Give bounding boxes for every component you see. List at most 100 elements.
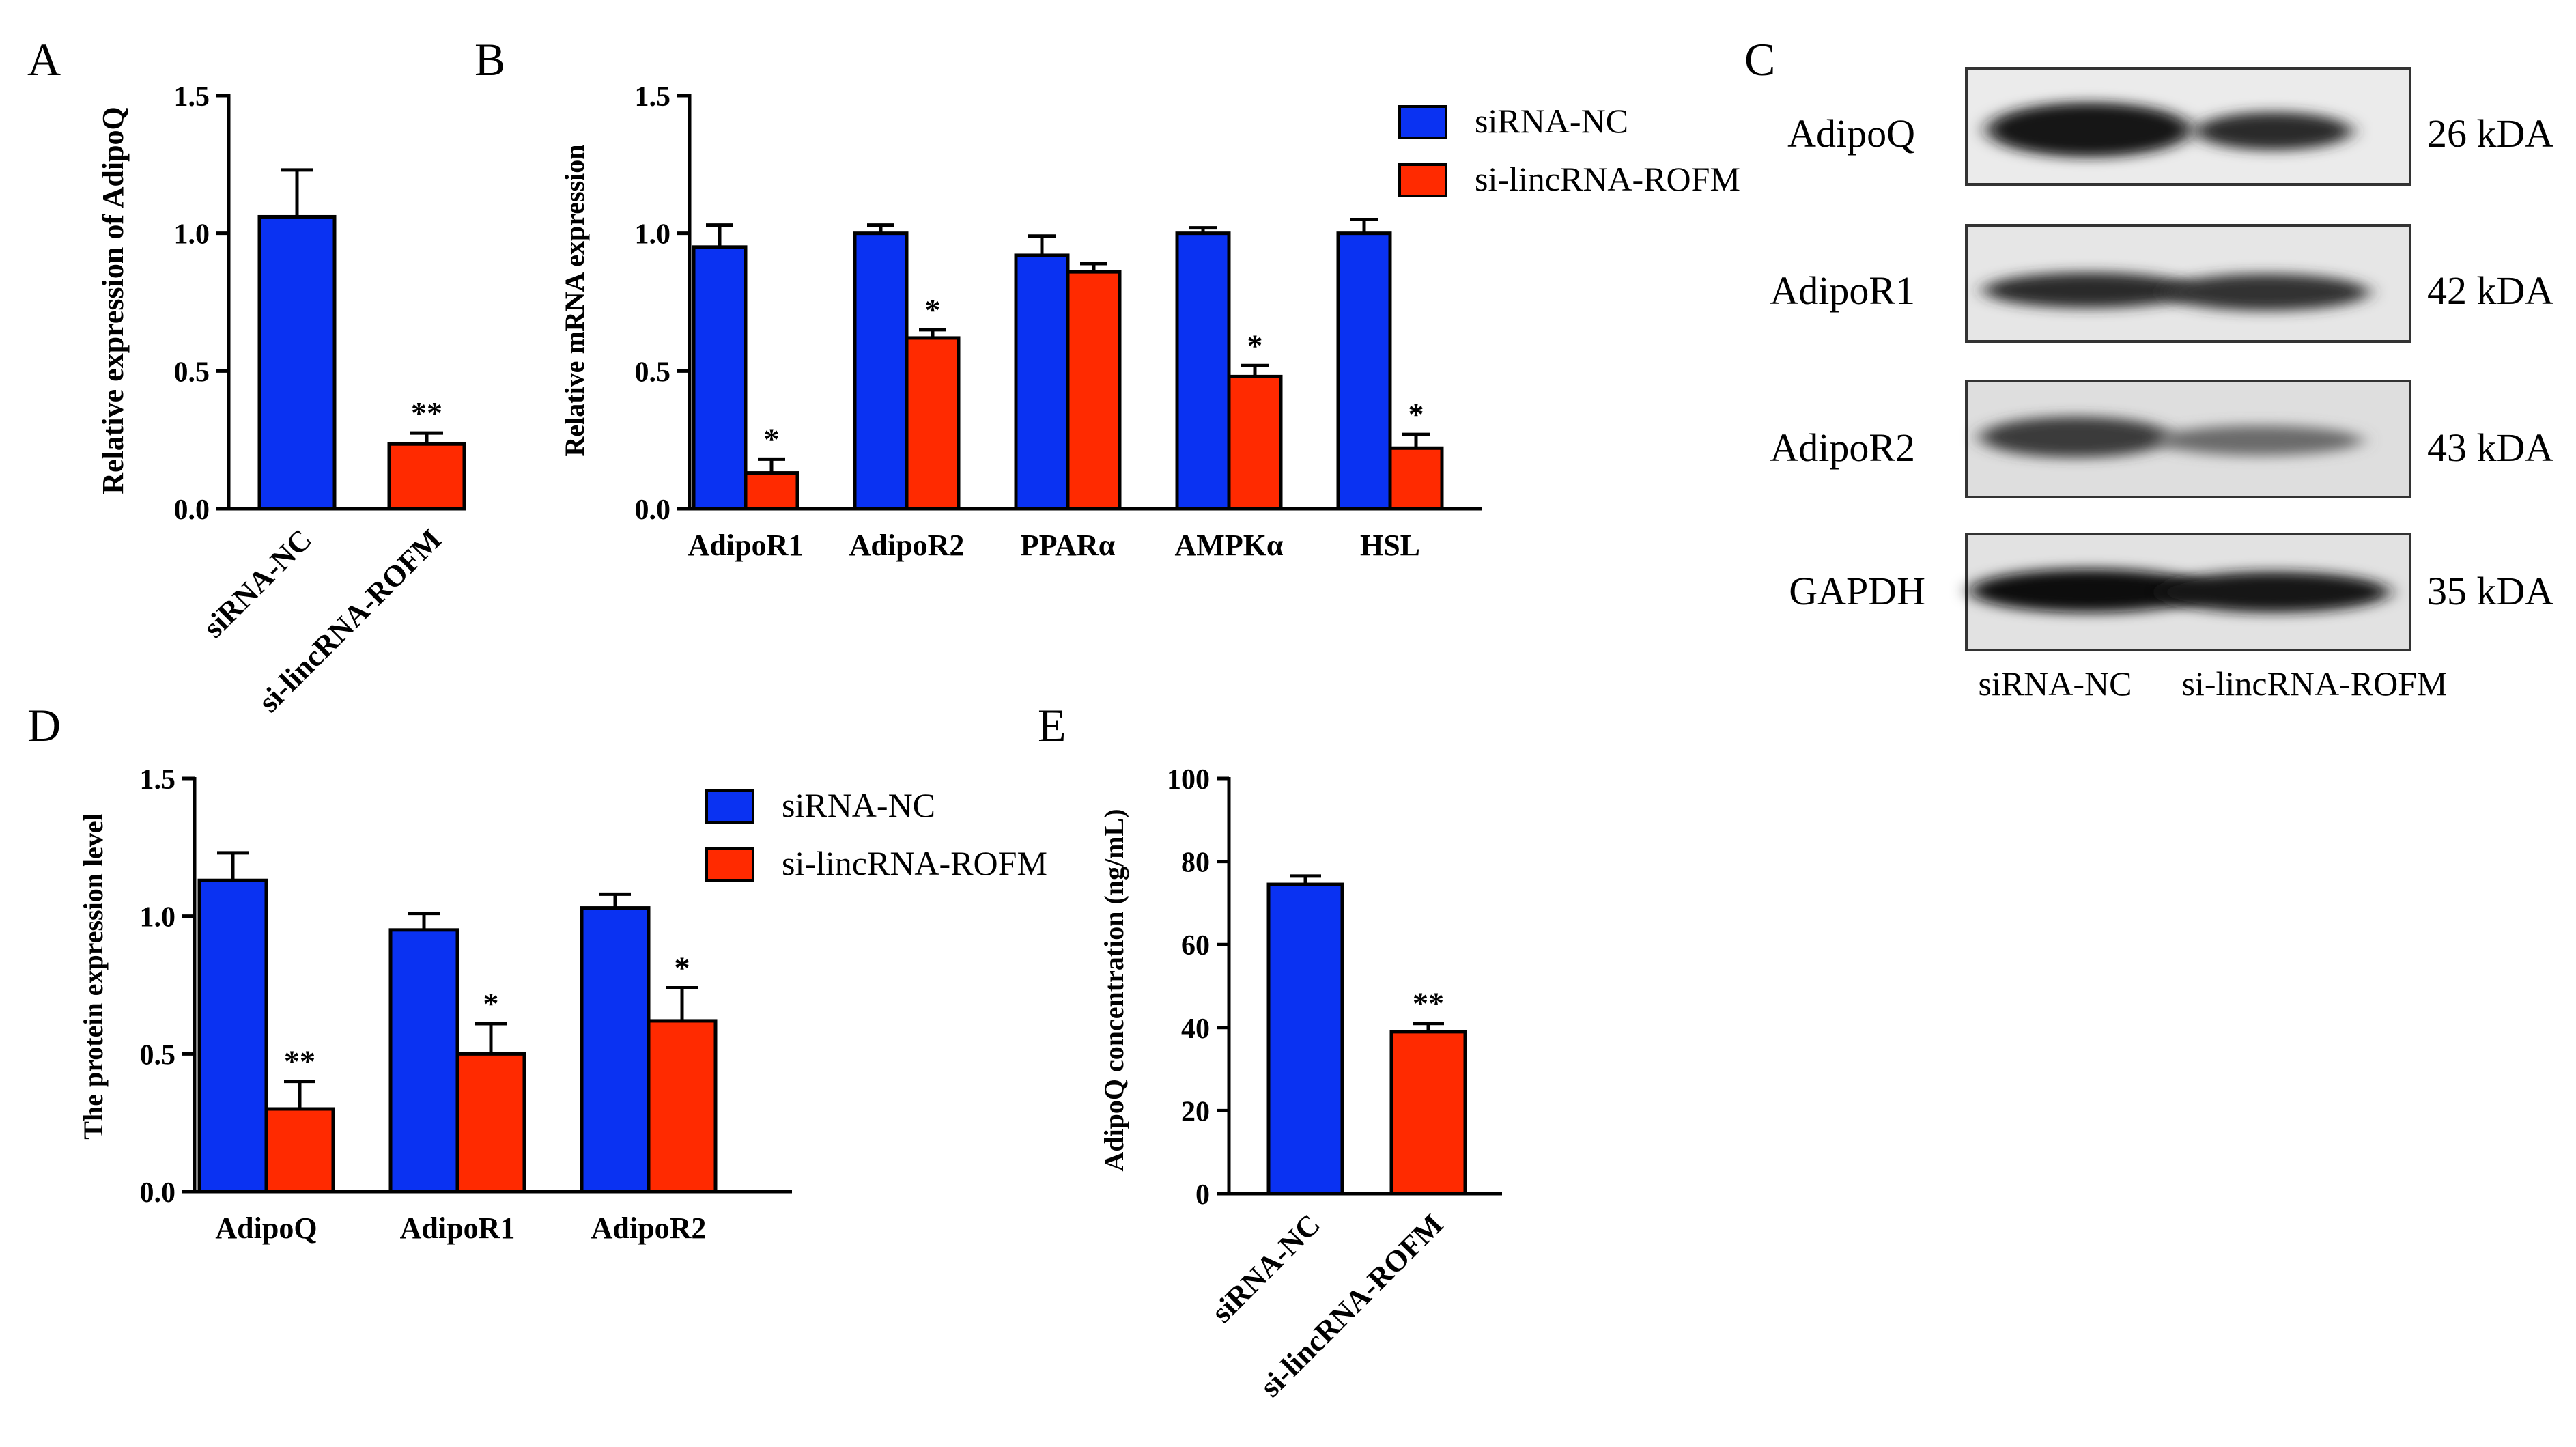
western-blot-panel: AdipoQ 26 kDA AdipoR1 42 kDA AdipoR2 43 … xyxy=(1770,67,2553,703)
legend-label: si-lincRNA-ROFM xyxy=(782,844,1047,882)
bar xyxy=(580,906,651,1194)
x-tick-label: HSL xyxy=(1360,529,1420,562)
x-tick-label: AdipoR1 xyxy=(400,1211,515,1245)
x-tick-label: AMPKα xyxy=(1175,529,1284,562)
y-axis-label: Relative mRNA expression xyxy=(559,145,590,457)
x-tick-label: siRNA-NC xyxy=(1205,1207,1327,1329)
blot-strip-adipor1 xyxy=(1965,224,2411,343)
y-tick-label: 1.0 xyxy=(174,219,210,251)
blot-size-adipor2: 43 kDA xyxy=(2427,425,2553,470)
blot-strip-gapdh xyxy=(1965,533,2411,651)
blot-label-adipor2: AdipoR2 xyxy=(1770,425,1915,470)
y-tick-label: 60 xyxy=(1181,930,1210,961)
panel-letter-d: D xyxy=(27,699,61,751)
panel-letter-e: E xyxy=(1038,699,1066,751)
y-tick-label: 0.0 xyxy=(174,494,210,526)
bar xyxy=(387,442,466,511)
chart-panel-b: 0.0 0.5 1.0 1.5 Relative mRNA expression * Adi… xyxy=(559,81,1740,562)
y-tick-label: 20 xyxy=(1181,1096,1210,1127)
y-tick-label: 1.0 xyxy=(140,902,176,933)
blot-strip-adipor2 xyxy=(1965,380,2411,498)
blot-label-adipoq: AdipoQ xyxy=(1787,111,1915,156)
blot-size-gapdh: 35 kDA xyxy=(2427,569,2553,613)
chart-panel-d: 0.0 0.5 1.0 1.5 The protein expression level… xyxy=(78,764,1047,1245)
bar xyxy=(1388,446,1444,511)
bar xyxy=(1175,231,1231,511)
blot-band-adipor2-lane1 xyxy=(1980,417,2171,458)
significance-marker: * xyxy=(764,421,780,456)
x-tick-label: AdipoR1 xyxy=(688,529,804,562)
y-tick-label: 1.0 xyxy=(635,219,671,251)
bar xyxy=(1066,270,1122,511)
panel-letter-c: C xyxy=(1744,33,1775,85)
legend-label: si-lincRNA-ROFM xyxy=(1475,160,1740,198)
significance-marker: ** xyxy=(284,1044,315,1079)
blot-size-adipor1: 42 kDA xyxy=(2427,268,2553,313)
chart-panel-a: 0.0 0.5 1.0 1.5 Relative expression of Adipo… xyxy=(96,81,466,718)
legend-label: siRNA-NC xyxy=(782,786,935,824)
bar xyxy=(647,1019,718,1194)
significance-marker: ** xyxy=(1413,986,1444,1021)
bar xyxy=(1014,253,1070,511)
y-tick-label: 0.0 xyxy=(140,1177,176,1209)
blot-size-adipoq: 26 kDA xyxy=(2427,111,2553,156)
significance-marker: ** xyxy=(411,395,442,430)
blot-band-adipoq-lane2 xyxy=(2195,112,2352,150)
significance-marker: * xyxy=(483,986,499,1021)
bar xyxy=(1266,882,1344,1196)
y-axis-label: The protein expression level xyxy=(78,813,109,1139)
y-tick-label: 40 xyxy=(1181,1013,1210,1045)
significance-marker: * xyxy=(925,292,941,327)
bar xyxy=(257,214,337,511)
bar xyxy=(197,878,268,1194)
legend-swatch xyxy=(705,847,754,882)
blot-band-adipoq-lane1 xyxy=(1987,102,2192,157)
bar xyxy=(388,928,459,1194)
y-tick-label: 0.5 xyxy=(174,356,210,388)
y-axis-label: AdipoQ concentration (ng/mL) xyxy=(1099,809,1129,1171)
legend-swatch xyxy=(1398,163,1447,197)
blot-band-adipor1-lane2 xyxy=(2164,274,2369,311)
y-tick-label: 1.5 xyxy=(140,764,176,796)
blot-label-adipor1: AdipoR1 xyxy=(1770,268,1915,313)
legend-swatch xyxy=(705,789,754,824)
bar xyxy=(692,245,748,511)
panel-letter-a: A xyxy=(27,33,61,85)
y-tick-label: 0.5 xyxy=(140,1039,176,1071)
blot-label-gapdh: GAPDH xyxy=(1789,569,1925,613)
blot-lane-label-2: si-lincRNA-ROFM xyxy=(2182,664,2448,703)
x-tick-label: AdipoR2 xyxy=(849,529,965,562)
bar xyxy=(1336,231,1392,511)
bar xyxy=(853,231,909,511)
y-tick-label: 0.5 xyxy=(635,356,671,388)
bar xyxy=(1227,374,1283,511)
chart-panel-e: 0 20 40 60 80 100 AdipoQ concentration (ng/mL)… xyxy=(1099,764,1502,1403)
x-tick-label: AdipoQ xyxy=(215,1211,317,1245)
bar xyxy=(1389,1030,1467,1196)
bar xyxy=(264,1107,335,1194)
legend-label: siRNA-NC xyxy=(1475,102,1628,140)
legend-swatch xyxy=(1398,105,1447,139)
x-tick-label: AdipoR2 xyxy=(591,1211,707,1245)
bar xyxy=(744,471,799,511)
bar xyxy=(905,336,961,511)
blot-band-gapdh-lane2 xyxy=(2157,572,2390,613)
significance-marker: * xyxy=(675,951,690,985)
blot-band-gapdh-lane1 xyxy=(1970,569,2209,613)
y-tick-label: 1.5 xyxy=(174,81,210,113)
y-tick-label: 0.0 xyxy=(635,494,671,526)
panel-letter-b: B xyxy=(475,33,505,85)
blot-strip-adipoq xyxy=(1965,67,2411,186)
y-tick-label: 1.5 xyxy=(635,81,671,113)
blot-lane-label-1: siRNA-NC xyxy=(1978,664,2132,703)
blot-band-adipor1-lane1 xyxy=(1983,272,2195,308)
x-tick-label: PPARα xyxy=(1021,529,1116,562)
y-tick-label: 0 xyxy=(1195,1179,1210,1211)
y-axis-label: Relative expression of AdipoQ xyxy=(96,107,130,494)
y-tick-label: 100 xyxy=(1167,764,1210,796)
y-tick-label: 80 xyxy=(1181,847,1210,879)
blot-band-adipor2-lane2 xyxy=(2157,425,2362,455)
significance-marker: * xyxy=(1247,328,1263,363)
significance-marker: * xyxy=(1409,397,1424,432)
